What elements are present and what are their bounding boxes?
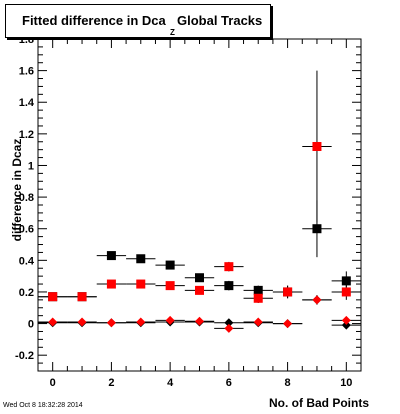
y-tick-label: -0.2 xyxy=(15,350,34,362)
title-box: Fitted difference in Dca Z Global Tracks xyxy=(5,4,271,38)
y-tick-label: 0.8 xyxy=(19,192,34,204)
x-tick-label: 2 xyxy=(108,377,114,389)
title-tail: Global Tracks xyxy=(177,13,263,28)
diamond-marker xyxy=(195,316,204,326)
square-marker xyxy=(106,279,116,289)
square-marker xyxy=(165,281,175,291)
square-marker xyxy=(48,292,58,302)
title-main: Fitted difference in Dca xyxy=(22,13,166,28)
diamond-marker xyxy=(224,323,234,333)
y-tick-label: 0.4 xyxy=(19,255,35,267)
square-marker xyxy=(195,273,204,283)
diamond-marker xyxy=(283,319,293,329)
y-tick-label: 1.4 xyxy=(19,97,35,109)
square-marker xyxy=(341,276,351,286)
diamond-marker xyxy=(341,320,351,330)
square-marker xyxy=(253,285,263,295)
square-marker xyxy=(77,292,87,302)
square-marker xyxy=(224,262,234,272)
diamond-marker xyxy=(136,317,146,327)
diamond-marker xyxy=(48,317,58,327)
x-tick-label: 0 xyxy=(50,377,56,389)
x-tick-label: 4 xyxy=(167,377,174,389)
square-marker xyxy=(165,260,175,270)
y-tick-label: 0 xyxy=(28,319,34,331)
x-tick-label: 8 xyxy=(285,377,291,389)
timestamp: Wed Oct 8 18:32:28 2014 xyxy=(3,402,83,409)
square-marker xyxy=(106,251,116,261)
y-tick-label: 0.6 xyxy=(19,224,34,236)
square-marker xyxy=(341,287,351,297)
y-tick-label: 1 xyxy=(28,160,34,172)
diamond-marker xyxy=(106,318,116,328)
square-marker xyxy=(224,281,234,291)
square-marker xyxy=(195,285,204,295)
y-tick-label: 0.2 xyxy=(19,287,34,299)
x-axis-label: No. of Bad Points xyxy=(269,396,369,410)
title-subscript: Z xyxy=(170,28,175,37)
y-axis-label: difference in Dcaz xyxy=(10,138,24,242)
square-marker xyxy=(136,254,146,264)
square-marker xyxy=(312,224,322,234)
diamond-marker xyxy=(224,318,234,328)
square-marker xyxy=(136,279,146,289)
y-tick-label: 1.6 xyxy=(19,66,34,78)
y-tick-label: 1.2 xyxy=(19,129,34,141)
square-marker xyxy=(253,293,263,303)
x-tick-label: 6 xyxy=(226,377,232,389)
x-tick-label: 10 xyxy=(340,377,352,389)
diamond-marker xyxy=(253,317,263,327)
diamond-marker xyxy=(312,295,322,305)
square-marker xyxy=(312,142,322,152)
diamond-marker xyxy=(341,315,351,325)
square-marker xyxy=(283,287,293,297)
diamond-marker xyxy=(165,315,175,325)
diamond-marker xyxy=(77,317,87,327)
